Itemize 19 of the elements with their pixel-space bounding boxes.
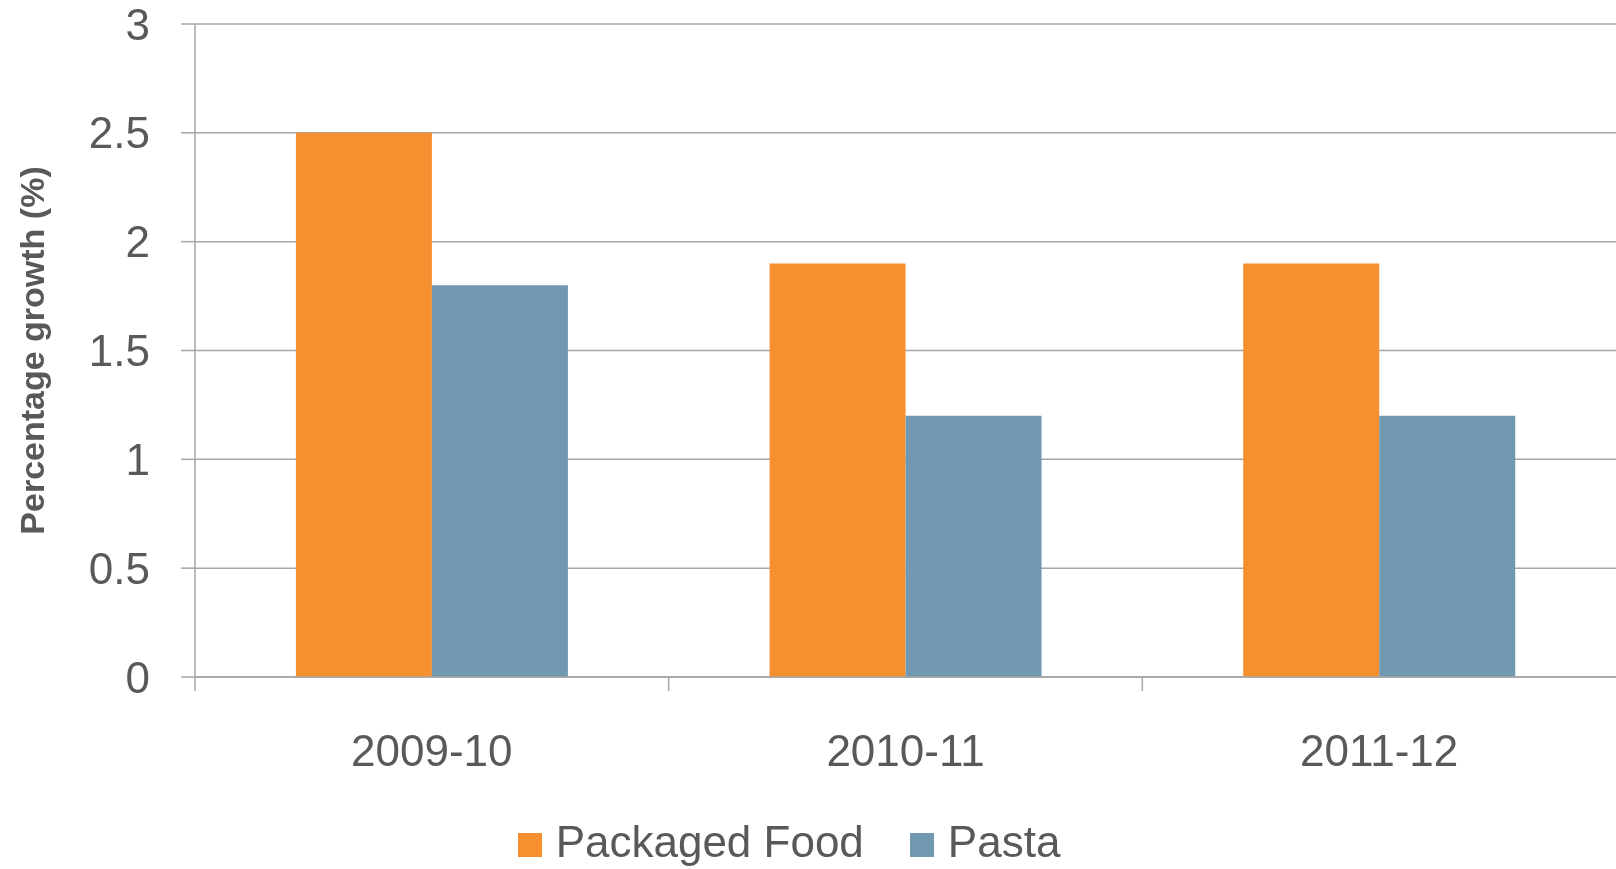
y-tick-label: 2.5 [88, 108, 150, 158]
y-tick-label: 0 [125, 652, 150, 702]
y-tick-label: 1.5 [88, 326, 150, 376]
x-tick-label: 2011-12 [1300, 726, 1459, 776]
bar [431, 285, 568, 677]
y-tick-label: 1 [125, 434, 150, 484]
legend-label: Packaged Food [555, 817, 864, 866]
y-tick-label: 3 [125, 0, 150, 49]
legend-label: Pasta [947, 817, 1061, 866]
bar [1243, 263, 1380, 677]
bar [769, 263, 906, 677]
bar [1379, 415, 1516, 677]
x-tick-label: 2010-11 [826, 726, 985, 776]
y-axis-title: Percentage growth (%) [13, 166, 51, 535]
x-tick-label: 2009-10 [351, 726, 513, 776]
bar [295, 132, 432, 677]
bar [905, 415, 1042, 677]
y-tick-label: 2 [125, 217, 150, 267]
y-tick-label: 0.5 [88, 543, 150, 593]
